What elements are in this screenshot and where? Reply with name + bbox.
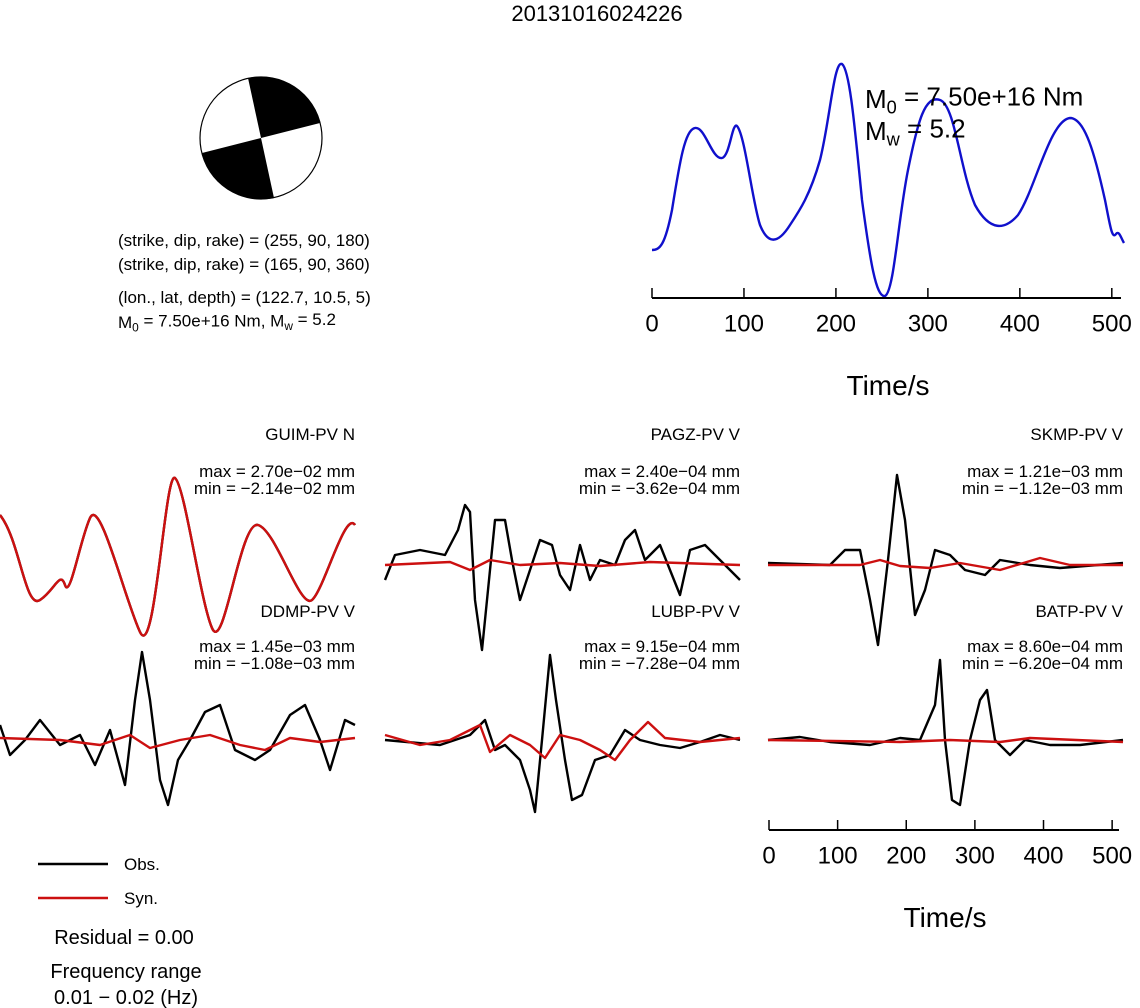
text-part: M — [118, 313, 132, 332]
syn-trace — [767, 736, 1124, 744]
obs-trace — [384, 653, 741, 814]
station-name: DDMP-PV V — [261, 602, 356, 621]
station-min: min = −1.08e−03 mm — [194, 654, 355, 673]
x-tick-label: 300 — [955, 843, 995, 870]
syn-trace — [384, 558, 741, 572]
stf-curve — [651, 62, 1126, 298]
station-name: BATP-PV V — [1035, 602, 1123, 621]
text-part: M — [865, 116, 887, 146]
text-part: = 5.2 — [293, 310, 336, 329]
focal-line: (strike, dip, rake) = (255, 90, 180) — [118, 231, 370, 250]
station-min: min = −3.62e−04 mm — [579, 479, 740, 498]
station-max: max = 2.40e−04 mm — [584, 462, 740, 481]
text-part: = 7.50e+16 Nm, M — [139, 311, 285, 330]
beachball-quadrant — [202, 138, 274, 200]
x-axis-label: Time/s — [847, 370, 930, 401]
station-max: max = 1.21e−03 mm — [967, 462, 1123, 481]
station-max: max = 2.70e−02 mm — [199, 462, 355, 481]
obs-trace — [383, 503, 741, 652]
text-part: = 7.50e+16 Nm — [897, 82, 1083, 112]
station-max: max = 9.15e−04 mm — [584, 637, 740, 656]
x-tick-label: 300 — [908, 311, 948, 338]
station-name: SKMP-PV V — [1030, 425, 1123, 444]
focal-line: (strike, dip, rake) = (165, 90, 360) — [118, 255, 370, 274]
legend-label: Syn. — [124, 889, 158, 908]
focal-line: (lon., lat, depth) = (122.7, 10.5, 5) — [118, 288, 371, 307]
station-name: PAGZ-PV V — [651, 425, 741, 444]
station-min: min = −1.12e−03 mm — [962, 479, 1123, 498]
station-name: LUBP-PV V — [651, 602, 740, 621]
syn-trace — [0, 476, 356, 637]
beachball-quadrant — [248, 76, 320, 138]
title: 20131016024226 — [511, 1, 682, 26]
syn-trace — [0, 733, 356, 752]
subscript: 0 — [132, 321, 139, 335]
source-time-function: M0 = 7.50e+16 Nm Mw = 5.2 Time/s 0 100 200… — [645, 62, 1132, 401]
station-max: max = 8.60e−04 mm — [967, 637, 1123, 656]
obs-trace — [767, 473, 1124, 647]
beachball — [199, 76, 323, 200]
x-tick-label: 100 — [818, 843, 858, 870]
subscript: w — [283, 319, 293, 333]
x-tick-label: 400 — [1023, 843, 1063, 870]
frequency-range: 0.01 − 0.02 (Hz) — [54, 987, 198, 1008]
focal-text: (strike, dip, rake) = (255, 90, 180) (st… — [118, 231, 371, 335]
station-min: min = −6.20e−04 mm — [962, 654, 1123, 673]
legend-label: Obs. — [124, 855, 160, 874]
subscript: w — [886, 129, 901, 149]
station-min: min = −7.28e−04 mm — [579, 654, 740, 673]
x-tick-label: 500 — [1092, 843, 1132, 870]
x-tick-label: 100 — [724, 311, 764, 338]
legend: Obs. Syn. Residual = 0.00 Frequency rang… — [38, 855, 202, 1008]
text-part: M — [865, 84, 887, 114]
x-tick-label: 0 — [645, 311, 658, 338]
obs-trace — [767, 658, 1124, 807]
subscript: 0 — [887, 97, 897, 117]
x-tick-label: 200 — [886, 843, 926, 870]
obs-trace — [0, 650, 356, 807]
text-part: = 5.2 — [900, 114, 966, 144]
stf-magnitude: Mw = 5.2 — [865, 114, 966, 150]
x-tick-label: 200 — [816, 311, 856, 338]
station-max: max = 1.45e−03 mm — [199, 637, 355, 656]
time-axis: Time/s 0 100 200 300 400 500 — [762, 820, 1132, 933]
stf-moment: M0 = 7.50e+16 Nm — [865, 82, 1083, 118]
syn-trace — [384, 720, 741, 762]
residual: Residual = 0.00 — [54, 927, 194, 949]
station-name: GUIM-PV N — [265, 425, 355, 444]
station-min: min = −2.14e−02 mm — [194, 479, 355, 498]
x-tick-label: 0 — [762, 843, 775, 870]
x-tick-label: 500 — [1092, 311, 1132, 338]
x-tick-label: 400 — [1000, 311, 1040, 338]
syn-trace — [768, 556, 1123, 572]
x-axis-label: Time/s — [904, 902, 987, 933]
frequency-title: Frequency range — [50, 961, 201, 983]
focal-moment: M0 = 7.50e+16 Nm, Mw = 5.2 — [118, 310, 336, 335]
